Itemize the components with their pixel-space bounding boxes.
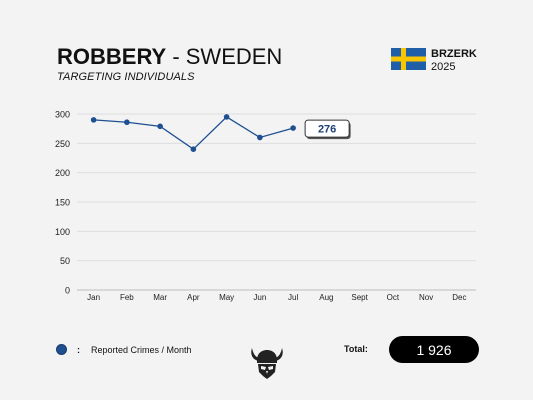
legend-separator: : (77, 344, 80, 355)
callout-box (304, 119, 350, 138)
y-tick-label: 200 (55, 168, 70, 178)
brand-name: BRZERK (431, 48, 477, 60)
total-value-badge: 1 926 (389, 336, 479, 363)
series-line (93, 116, 294, 151)
data-point (124, 119, 130, 126)
x-tick-label: Sept (351, 293, 368, 302)
x-tick-label: Jan (87, 293, 100, 302)
total-label: Total: (344, 344, 368, 354)
data-point (223, 114, 230, 120)
brand-block: BRZERK 2025 (391, 48, 477, 74)
y-tick-label: 300 (55, 110, 70, 120)
y-tick-label: 150 (55, 198, 70, 208)
y-tick-label: 0 (65, 286, 70, 296)
y-tick-label: 50 (60, 256, 70, 266)
y-tick-label: 100 (55, 227, 70, 237)
title-country: - SWEDEN (166, 44, 283, 69)
sweden-flag-icon (391, 48, 426, 70)
x-tick-label: Nov (419, 293, 433, 302)
page-title: ROBBERY - SWEDEN (57, 44, 282, 70)
x-tick-label: Aug (319, 293, 333, 302)
chart-legend: : Reported Crimes / Month (56, 344, 192, 355)
title-crime-type: ROBBERY (57, 44, 167, 69)
x-tick-label: Jul (288, 293, 298, 302)
x-tick-label: Feb (120, 293, 134, 302)
y-tick-label: 250 (55, 139, 70, 149)
x-tick-label: May (219, 293, 234, 302)
legend-label: Reported Crimes / Month (91, 344, 192, 355)
data-point (90, 117, 97, 123)
data-point (157, 123, 163, 130)
x-tick-label: Jun (253, 293, 266, 302)
x-tick-label: Apr (187, 293, 200, 302)
legend-marker-icon (56, 344, 67, 355)
data-point (290, 125, 296, 131)
x-tick-label: Oct (387, 293, 400, 302)
callout-label: 276 (318, 123, 336, 135)
x-tick-label: Dec (452, 293, 466, 302)
brand-year: 2025 (431, 61, 456, 73)
viking-helmet-skull-icon (251, 348, 283, 379)
data-point (257, 134, 263, 141)
total-value: 1 926 (416, 341, 452, 358)
page-subtitle: TARGETING INDIVIDUALS (57, 71, 195, 83)
x-tick-label: Mar (153, 293, 167, 302)
data-point (190, 146, 197, 152)
line-chart: 0 50 100 150 200 250 300 Jan Feb Mar Apr May Jun Jul A… (55, 110, 476, 302)
